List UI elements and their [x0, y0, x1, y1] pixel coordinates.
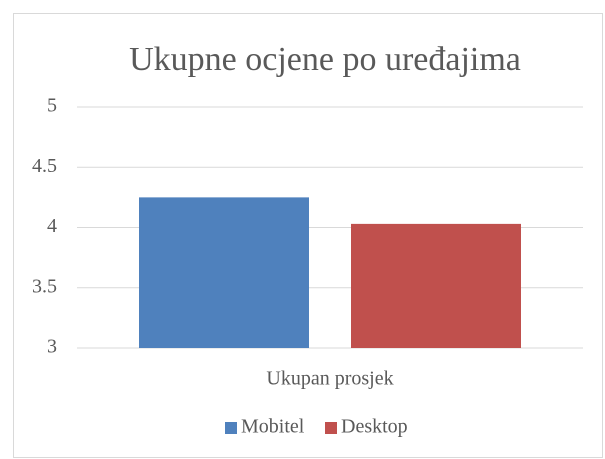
y-tick-label: 3 [47, 336, 57, 358]
y-tick-label: 5 [47, 95, 57, 117]
bar [351, 223, 521, 348]
bar [139, 197, 309, 348]
y-tick-label: 4 [47, 215, 57, 237]
x-tick-label: Ukupan prosjek [266, 368, 393, 390]
legend-label: Desktop [341, 416, 408, 438]
legend-swatch [325, 422, 337, 434]
chart-title: Ukupne ocjene po uređajima [129, 41, 521, 78]
y-tick-label: 4.5 [32, 155, 57, 177]
y-tick-label: 3.5 [32, 275, 57, 297]
legend-label: Mobitel [241, 416, 305, 438]
legend-swatch [225, 422, 237, 434]
